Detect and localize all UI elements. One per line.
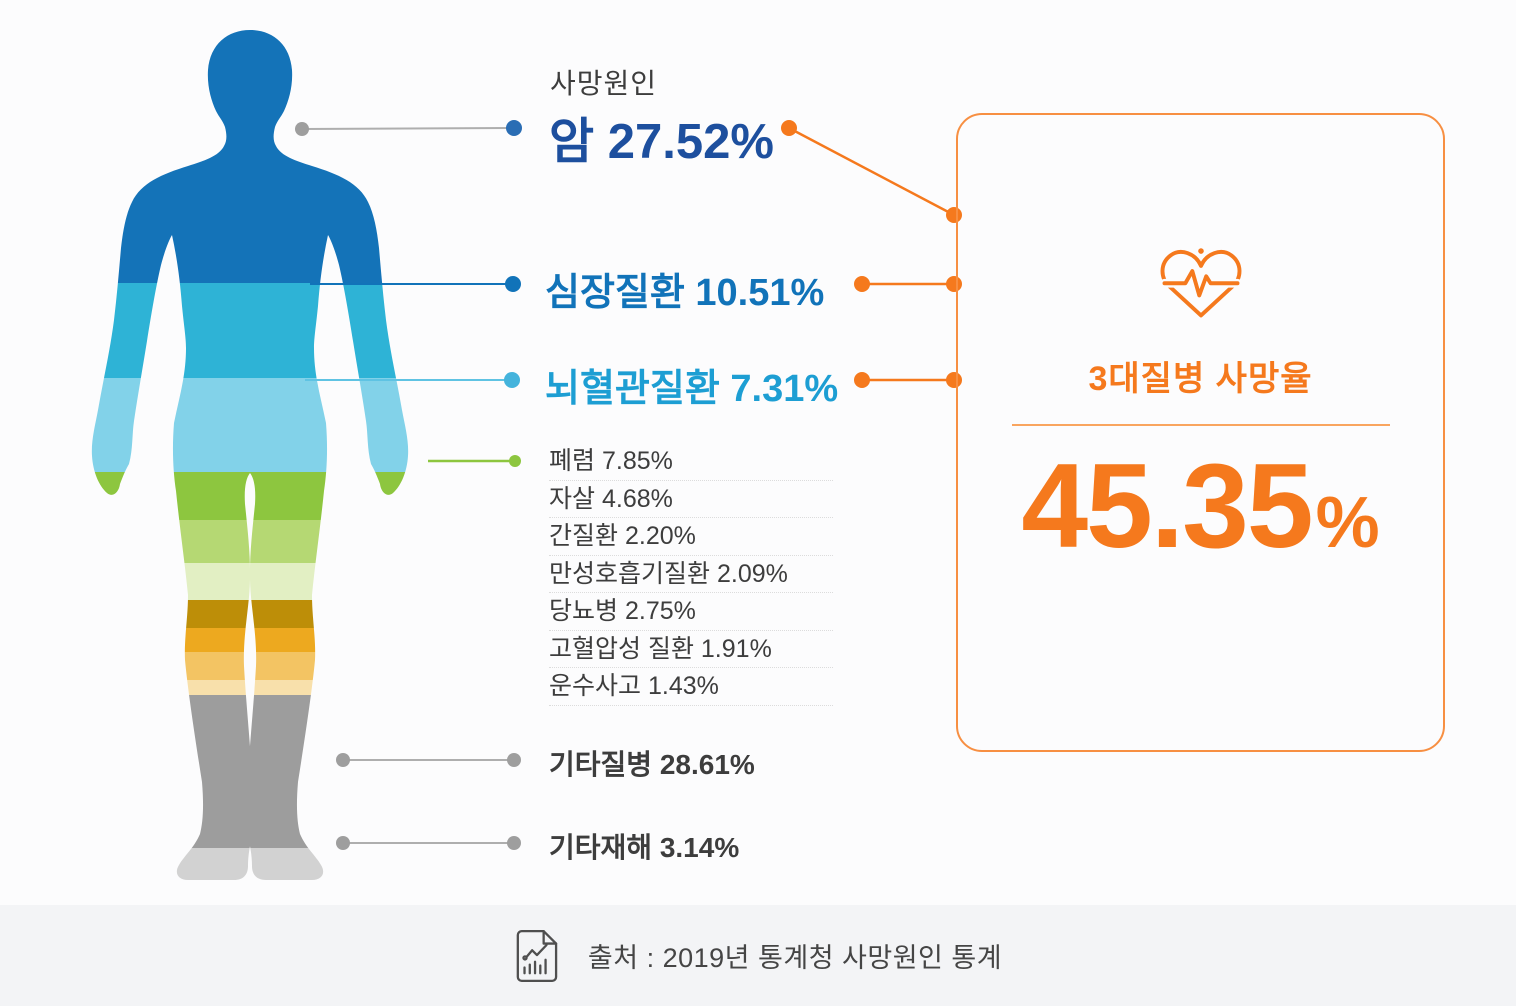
body-band-자살: [91, 520, 409, 563]
source-footer: 출처 : 2019년 통계청 사망원인 통계: [0, 905, 1516, 1006]
item-name: 만성호흡기질환: [549, 559, 711, 588]
item-name: 고혈압성 질환: [549, 634, 694, 663]
cancer-card-connector-line: [788, 126, 955, 217]
cancer-card-dot-left: [781, 120, 797, 136]
brain-pct: 7.31%: [730, 368, 839, 410]
heart-name: 심장질환: [545, 272, 685, 314]
section-title: 사망원인: [550, 68, 658, 99]
heart-disease-label: 심장질환 10.51%: [545, 261, 824, 316]
item-name: 폐렴: [549, 447, 596, 475]
item-name: 자살: [549, 484, 596, 513]
item-pct: 4.68%: [601, 484, 673, 513]
value-unit: %: [1315, 483, 1380, 563]
body-band-폐렴: [91, 472, 409, 520]
body-band-기타재해: [91, 848, 409, 880]
item-pct: 3.14%: [659, 832, 740, 863]
cancer-label-dot: [506, 120, 522, 136]
heart-top-dot: [1197, 248, 1204, 254]
card-value: 45.35%: [1021, 446, 1379, 566]
pneumonia-label-dot: [509, 455, 521, 467]
heartbeat-heart-icon: [1159, 248, 1242, 318]
body-band-간질환: [91, 563, 409, 600]
item-name: 운수사고: [549, 672, 642, 700]
value-number: 45.35: [1021, 439, 1313, 573]
human-body-silhouette: [91, 30, 409, 880]
other-accident-label-dot: [507, 836, 521, 850]
cancer-name: 암: [549, 115, 595, 169]
body-band-기타질병: [91, 695, 409, 848]
body-band-심장질환: [91, 283, 409, 378]
item-pct: 2.09%: [716, 559, 788, 588]
item-pct: 2.20%: [624, 522, 696, 550]
item-pct: 2.75%: [624, 597, 696, 625]
cerebrovascular-label: 뇌혈관질환 7.31%: [545, 357, 838, 412]
brain-label-dot: [504, 372, 520, 388]
heart-pct: 10.51%: [695, 272, 825, 314]
minor-causes-list: 폐렴 7.85% 자살 4.68% 간질환 2.20% 만성호흡기질환 2.09…: [549, 443, 833, 706]
item-name: 기타재해: [549, 832, 653, 863]
other-disease-label: 기타질병 28.61%: [549, 743, 755, 783]
heart-card-dot-left: [854, 276, 870, 292]
item-name: 기타질병: [549, 749, 653, 780]
list-item: 간질환 2.20%: [549, 518, 833, 556]
list-item: 만성호흡기질환 2.09%: [549, 556, 833, 593]
card-title: 3대질병 사망율: [1088, 360, 1313, 398]
item-name: 간질환: [549, 522, 619, 550]
list-item: 자살 4.68%: [549, 481, 833, 518]
chart-document-icon: [516, 929, 558, 982]
brain-card-dot-left: [854, 372, 870, 388]
body-band-만성호흡기질환: [91, 600, 409, 628]
list-item: 고혈압성 질환 1.91%: [549, 631, 833, 668]
list-item: 폐렴 7.85%: [549, 443, 833, 481]
list-item: 당뇨병 2.75%: [549, 593, 833, 631]
item-pct: 1.91%: [700, 634, 772, 663]
cancer-label: 암 27.52%: [549, 102, 774, 173]
body-band-당뇨병: [91, 628, 409, 652]
other-accident-label: 기타재해 3.14%: [549, 826, 739, 866]
source-text: 출처 : 2019년 통계청 사망원인 통계: [587, 943, 1003, 973]
body-band-암: [91, 30, 409, 283]
item-pct: 7.85%: [601, 447, 673, 475]
card-divider: [1011, 424, 1390, 426]
body-band-운수사고: [91, 680, 409, 695]
summary-card: 3대질병 사망율 45.35%: [956, 113, 1445, 752]
item-name: 당뇨병: [549, 597, 619, 625]
cancer-pct: 27.52%: [607, 115, 774, 169]
body-color-bands: [91, 30, 409, 880]
body-band-고혈압성 질환: [91, 652, 409, 680]
body-band-뇌혈관질환: [91, 378, 409, 472]
item-pct: 28.61%: [659, 749, 755, 780]
brain-name: 뇌혈관질환: [545, 368, 720, 410]
heart-label-dot: [505, 276, 521, 292]
item-pct: 1.43%: [647, 672, 719, 700]
list-item: 운수사고 1.43%: [549, 668, 833, 706]
other-disease-label-dot: [507, 753, 521, 767]
